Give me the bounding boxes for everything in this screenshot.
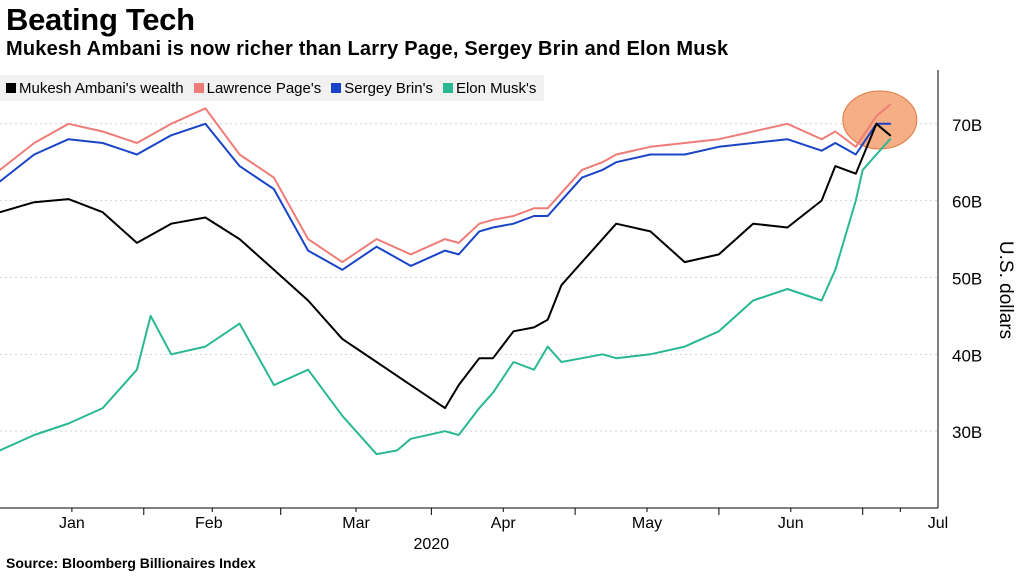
legend-item-page: Lawrence Page's xyxy=(193,79,322,97)
y-tick-label: 60B xyxy=(952,193,982,212)
series-line-musk xyxy=(0,138,892,456)
x-tick-label: Jul xyxy=(928,515,948,532)
x-year-label: 2020 xyxy=(414,536,450,553)
y-tick-label: 30B xyxy=(952,423,982,442)
legend: Mukesh Ambani's wealth Lawrence Page's S… xyxy=(0,75,545,101)
chart-title: Beating Tech xyxy=(6,2,195,37)
x-tick-label: May xyxy=(632,515,662,532)
series-line-ambani xyxy=(0,122,892,410)
highlight-circle xyxy=(842,90,918,150)
legend-swatch-brin xyxy=(331,83,342,93)
y-tick-label: 50B xyxy=(952,269,982,288)
source-note: Source: Bloomberg Billionaires Index xyxy=(6,555,256,571)
legend-item-musk: Elon Musk's xyxy=(442,79,537,97)
legend-swatch-page xyxy=(193,83,204,93)
legend-label-brin: Sergey Brin's xyxy=(344,79,433,97)
series-line-page xyxy=(0,103,892,264)
series-line-brin xyxy=(0,122,892,271)
legend-item-brin: Sergey Brin's xyxy=(331,80,433,97)
x-tick-label: Jun xyxy=(778,515,804,532)
legend-item-ambani: Mukesh Ambani's wealth xyxy=(6,80,184,97)
x-tick-label: Jan xyxy=(59,515,85,532)
legend-swatch-ambani xyxy=(6,83,16,93)
y-tick-label: 70B xyxy=(952,116,982,135)
legend-swatch-musk xyxy=(442,83,453,93)
legend-label-musk: Elon Musk's xyxy=(455,79,537,97)
legend-label-page: Lawrence Page's xyxy=(206,79,322,97)
chart-subtitle: Mukesh Ambani is now richer than Larry P… xyxy=(6,38,729,60)
legend-label-ambani: Mukesh Ambani's wealth xyxy=(19,79,184,97)
x-tick-label: Apr xyxy=(491,515,517,532)
x-tick-label: Mar xyxy=(342,515,370,532)
x-tick-label: Feb xyxy=(195,515,223,532)
y-axis-label: U.S. dollars xyxy=(995,240,1016,340)
y-tick-label: 40B xyxy=(952,346,982,365)
